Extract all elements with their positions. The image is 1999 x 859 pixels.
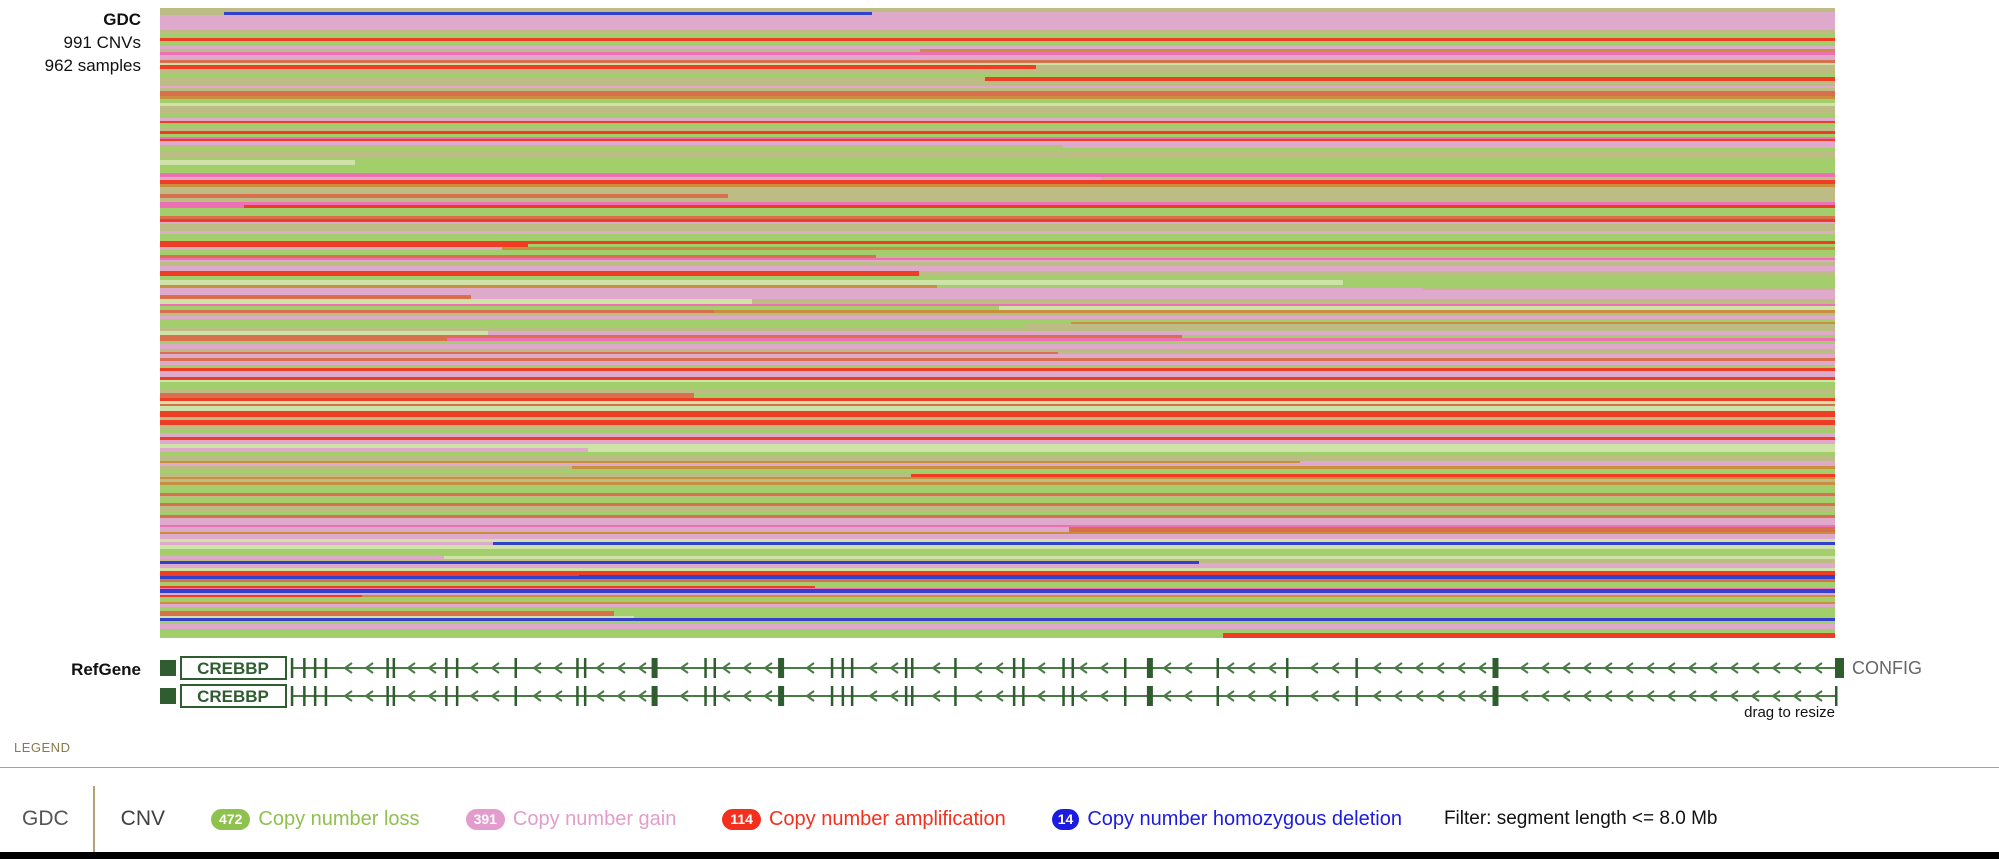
sample-count: 962 samples — [44, 56, 141, 75]
bottom-bar — [0, 852, 1999, 859]
refgene-track[interactable]: CREBBP CREBBP — [160, 652, 1850, 712]
count-badge[interactable]: 472 — [211, 808, 251, 830]
cnv-track-header: GDC 991 CNVs 962 samples — [0, 8, 141, 77]
legend-section-label: LEGEND — [14, 740, 71, 755]
legend-item-label[interactable]: Copy number amplification — [768, 807, 1006, 830]
legend-item[interactable]: 14 Copy number homozygous deletion — [1051, 807, 1402, 831]
legend-divider-line — [0, 767, 1999, 768]
count-badge[interactable]: 391 — [465, 808, 505, 830]
legend-item[interactable]: 391 Copy number gain — [465, 807, 677, 831]
legend-row: GDC CNV 472 Copy number loss 391 Copy nu… — [0, 786, 1999, 859]
legend-item-label[interactable]: Copy number gain — [512, 807, 677, 830]
cnv-stripes-svg — [160, 8, 1835, 638]
legend-item[interactable]: 472 Copy number loss — [211, 808, 420, 831]
legend-source-label: GDC — [22, 807, 69, 830]
drag-to-resize-handle[interactable]: drag to resize — [1744, 704, 1835, 721]
cnv-segment-track[interactable] — [160, 8, 1835, 638]
config-button[interactable]: CONFIG — [1852, 658, 1922, 678]
gene-model-svg: CREBBP CREBBP — [160, 656, 1844, 708]
refgene-track-label: RefGene — [71, 660, 141, 679]
cnv-count: 991 CNVs — [63, 33, 141, 52]
svg-text:CREBBP: CREBBP — [197, 659, 269, 678]
legend-item-label[interactable]: Copy number loss — [258, 807, 420, 830]
legend-vertical-divider — [92, 786, 95, 859]
svg-text:CREBBP: CREBBP — [197, 687, 269, 706]
count-badge[interactable]: 14 — [1051, 808, 1080, 830]
count-badge[interactable]: 114 — [722, 808, 761, 830]
track-title: GDC — [103, 10, 141, 29]
legend-item-label[interactable]: Copy number homozygous deletion — [1087, 807, 1402, 830]
legend-track-label: CNV — [120, 807, 166, 830]
legend-items: 472 Copy number loss 391 Copy number gai… — [211, 808, 1402, 831]
filter-indicator[interactable]: Filter: segment length <= 8.0 Mb — [1443, 808, 1718, 829]
legend-item[interactable]: 114 Copy number amplification — [722, 807, 1006, 831]
